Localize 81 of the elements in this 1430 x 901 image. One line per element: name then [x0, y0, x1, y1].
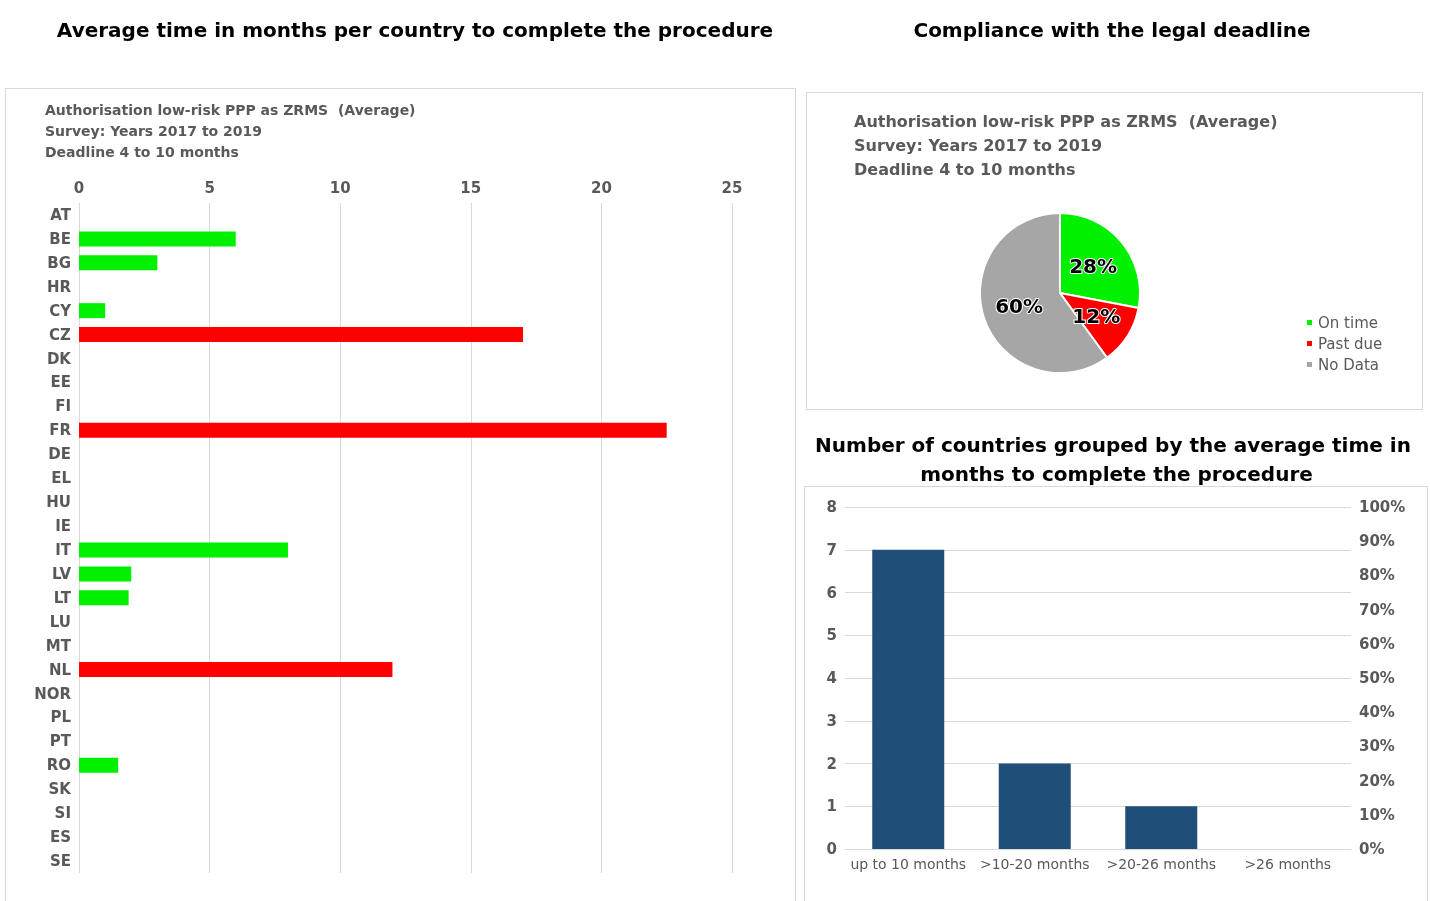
- y-tick-label: SI: [54, 804, 71, 823]
- bar: [79, 566, 132, 582]
- y-tick-label: ES: [49, 828, 71, 847]
- y-tick-label: DE: [48, 445, 71, 464]
- chart-title: Number of countries grouped by the average time in months to complete the procedure: [815, 432, 1411, 486]
- bar: [79, 662, 393, 678]
- y-tick-label: SK: [48, 780, 73, 799]
- y-tick-label: IE: [55, 517, 71, 536]
- y2-tick-label: 80%: [1359, 566, 1395, 585]
- y-tick-label: CZ: [49, 325, 72, 344]
- y-tick-label: 4: [826, 669, 837, 687]
- y2-tick-label: 30%: [1359, 737, 1395, 756]
- legend-label: On time: [1318, 313, 1378, 332]
- chart-subtitle: Authorisation low-risk PPP as ZRMS (Average) Survey: Years 2017 to 2019 Deadline 4 to 10 months: [45, 101, 416, 160]
- y-tick-label: IT: [55, 540, 72, 559]
- y2-tick-label: 60%: [1359, 634, 1395, 653]
- y2-tick-label: 40%: [1359, 703, 1395, 722]
- bar: [79, 231, 236, 247]
- y-tick-label: AT: [50, 205, 72, 224]
- x-tick-label: >10-20 months: [979, 856, 1090, 872]
- x-tick-label: >20-26 months: [1106, 856, 1217, 872]
- y-tick-label: DK: [46, 349, 73, 368]
- data-label: 60%: [995, 294, 1044, 319]
- y-tick-label: 6: [826, 583, 837, 602]
- y-tick-label: BE: [49, 229, 71, 248]
- bar: [79, 422, 667, 438]
- bar: [79, 542, 288, 558]
- chart-title: Average time in months per country to complete the procedure: [56, 17, 774, 42]
- x-tick-label: 25: [721, 178, 743, 197]
- x-tick-label: up to 10 months: [850, 856, 967, 872]
- y-tick-label: LV: [51, 564, 72, 583]
- y2-tick-label: 0%: [1359, 840, 1385, 858]
- y-tick-label: NOR: [34, 684, 72, 703]
- y2-tick-label: 70%: [1359, 600, 1395, 619]
- bar: [872, 549, 945, 849]
- y-tick-label: 1: [826, 797, 837, 816]
- y-tick-label: 8: [826, 498, 837, 516]
- y-tick-label: 7: [826, 540, 837, 559]
- x-tick-label: >26 months: [1244, 856, 1332, 872]
- legend-label: No Data: [1318, 355, 1379, 374]
- y-tick-label: LT: [53, 588, 72, 607]
- data-label: 28%: [1069, 253, 1118, 278]
- y-tick-label: 5: [826, 626, 837, 645]
- bar: [1125, 806, 1198, 849]
- y-tick-label: EE: [50, 373, 71, 392]
- y-tick-label: FI: [55, 397, 71, 416]
- y-tick-label: NL: [48, 660, 72, 679]
- bar: [79, 303, 106, 319]
- y-tick-label: MT: [45, 636, 72, 655]
- y-tick-label: PT: [49, 732, 72, 751]
- x-tick-label: 15: [460, 178, 482, 197]
- y2-tick-label: 20%: [1359, 771, 1395, 790]
- chart-title: Compliance with the legal deadline: [913, 17, 1311, 42]
- x-tick-label: 10: [329, 178, 351, 197]
- y-tick-label: 2: [826, 754, 837, 773]
- bar: [79, 327, 524, 343]
- y2-tick-label: 10%: [1359, 805, 1395, 824]
- y-tick-label: 0: [826, 840, 837, 858]
- y-tick-label: FR: [49, 421, 72, 440]
- y-tick-label: CY: [49, 301, 73, 320]
- y-tick-label: HR: [46, 277, 72, 296]
- x-tick-label: 20: [590, 178, 612, 197]
- legend-label: Past due: [1318, 334, 1383, 353]
- y-tick-label: PL: [50, 708, 72, 727]
- bar: [79, 757, 119, 773]
- y-tick-label: HU: [46, 493, 71, 512]
- y2-tick-label: 90%: [1359, 532, 1395, 551]
- y2-tick-label: 100%: [1359, 498, 1406, 516]
- y2-tick-label: 50%: [1359, 669, 1395, 687]
- bar: [79, 590, 129, 606]
- y-tick-label: BG: [47, 253, 71, 272]
- y-tick-label: 3: [826, 711, 837, 730]
- bar: [79, 255, 158, 271]
- y-tick-label: LU: [49, 612, 71, 631]
- chart-subtitle: Authorisation low-risk PPP as ZRMS (Average) Survey: Years 2017 to 2019 Deadline 4 to 10 months: [854, 111, 1278, 179]
- bar: [998, 763, 1071, 849]
- x-tick-label: 5: [204, 178, 215, 197]
- x-tick-label: 0: [73, 178, 85, 197]
- y-tick-label: RO: [46, 756, 71, 775]
- y-tick-label: EL: [51, 469, 72, 488]
- y-tick-label: SE: [49, 852, 71, 871]
